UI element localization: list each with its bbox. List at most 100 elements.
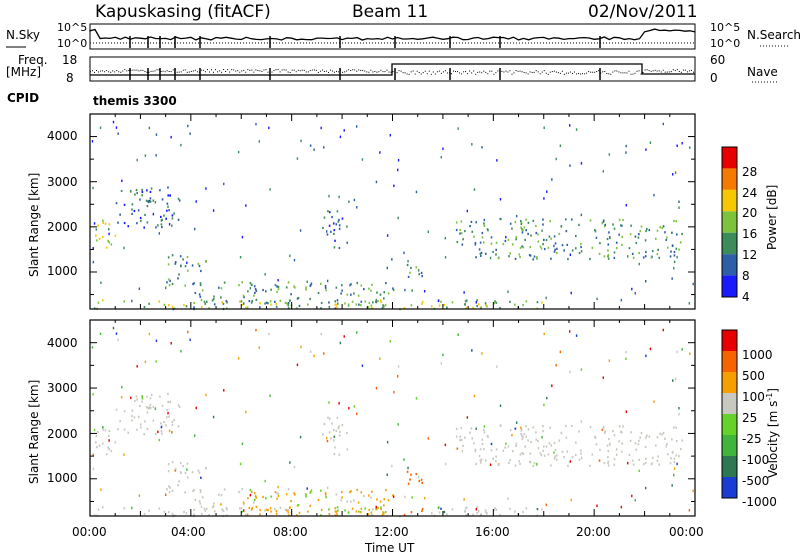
power-echo [274, 284, 277, 287]
power-echo [507, 290, 509, 294]
nave-point [580, 73, 582, 75]
power-echo [659, 226, 662, 229]
power-echo [548, 235, 551, 238]
power-echo [525, 218, 527, 221]
power-echo [320, 307, 322, 310]
power-echo [635, 241, 638, 245]
power-echo [638, 251, 640, 255]
velocity-echo [174, 469, 177, 472]
velocity-echo [127, 431, 130, 434]
nave-point [430, 73, 432, 75]
power-echo [508, 255, 510, 258]
velocity-echo [356, 488, 359, 492]
nave-point [420, 73, 422, 75]
velocity-echo [362, 494, 365, 498]
power-echo [177, 197, 180, 200]
power-echo [270, 288, 272, 291]
power-echo [165, 286, 167, 290]
power-echo [665, 238, 668, 241]
velocity-echo [333, 435, 336, 438]
nave-point [588, 71, 590, 73]
velocity-echo [542, 429, 544, 433]
velocity-echo [644, 461, 647, 465]
power-echo [554, 248, 556, 251]
power-echo [97, 224, 99, 227]
nave-point [630, 73, 632, 75]
power-echo [606, 237, 609, 241]
power-echo [152, 212, 155, 216]
power-echo [264, 273, 266, 276]
velocity-echo [489, 463, 492, 466]
velocity-echo [529, 461, 532, 464]
power-echo [96, 239, 98, 242]
velocity-echo [177, 425, 180, 428]
velocity-echo [594, 436, 597, 440]
nave-point [517, 70, 519, 72]
power-echo [438, 299, 440, 302]
power-echo [338, 218, 340, 221]
velocity-echo [629, 439, 632, 442]
velocity-echo [666, 443, 668, 446]
velocity-echo [241, 487, 244, 491]
power-echo [249, 286, 252, 290]
power-echo [306, 280, 308, 284]
power-echo [613, 251, 616, 254]
velocity-echo [287, 514, 290, 517]
power-echo [457, 127, 459, 130]
velocity-echo [375, 507, 377, 510]
nave-point [170, 71, 172, 73]
velocity-echo [254, 498, 256, 501]
power-echo [569, 253, 572, 257]
velocity-echo [478, 455, 481, 458]
power-echo [117, 221, 119, 224]
velocity-echo [306, 487, 308, 490]
velocity-echo [662, 328, 664, 332]
power-echo [269, 188, 271, 191]
velocity-echo [371, 508, 374, 511]
power-echo [293, 286, 296, 289]
velocity-echo [569, 460, 572, 463]
freq-line [90, 63, 695, 76]
power-echo [499, 198, 502, 201]
nave-point [519, 70, 521, 72]
velocity-echo [438, 511, 441, 514]
power-echo [537, 233, 539, 236]
velocity-echo [270, 495, 272, 498]
velocity-echo [410, 473, 412, 476]
velocity-echo [249, 493, 252, 497]
power-echo [115, 126, 118, 129]
power-echo [645, 250, 647, 254]
nave-point [323, 71, 325, 73]
nave-tick-top: 60 [710, 53, 726, 67]
power-echo [627, 255, 629, 258]
power-echo [371, 283, 373, 286]
velocity-echo [525, 507, 528, 510]
velocity-echo [589, 464, 591, 467]
power-echo [602, 170, 605, 173]
velocity-echo [212, 505, 215, 508]
power-echo [625, 151, 627, 154]
nave-point [208, 71, 210, 73]
velocity-echo [546, 396, 548, 400]
nave-point [493, 73, 495, 75]
power-echo [603, 225, 606, 228]
colorbar-segment [722, 168, 737, 190]
power-echo [201, 289, 204, 292]
velocity-echo [621, 450, 623, 453]
power-echo [565, 218, 567, 221]
power-echo [511, 227, 513, 230]
power-echo [299, 229, 302, 232]
power-echo [246, 306, 249, 309]
velocity-echo [509, 429, 512, 432]
velocity-echo [198, 500, 201, 503]
power-echo [484, 302, 487, 305]
power-echo [326, 233, 329, 236]
power-echo [161, 198, 164, 201]
nave-point [114, 71, 116, 73]
nave-point [692, 71, 694, 73]
power-echo [495, 241, 498, 244]
velocity-echo [462, 444, 464, 447]
power-echo [521, 245, 523, 248]
power-echo [515, 235, 518, 239]
velocity-echo [264, 497, 267, 500]
